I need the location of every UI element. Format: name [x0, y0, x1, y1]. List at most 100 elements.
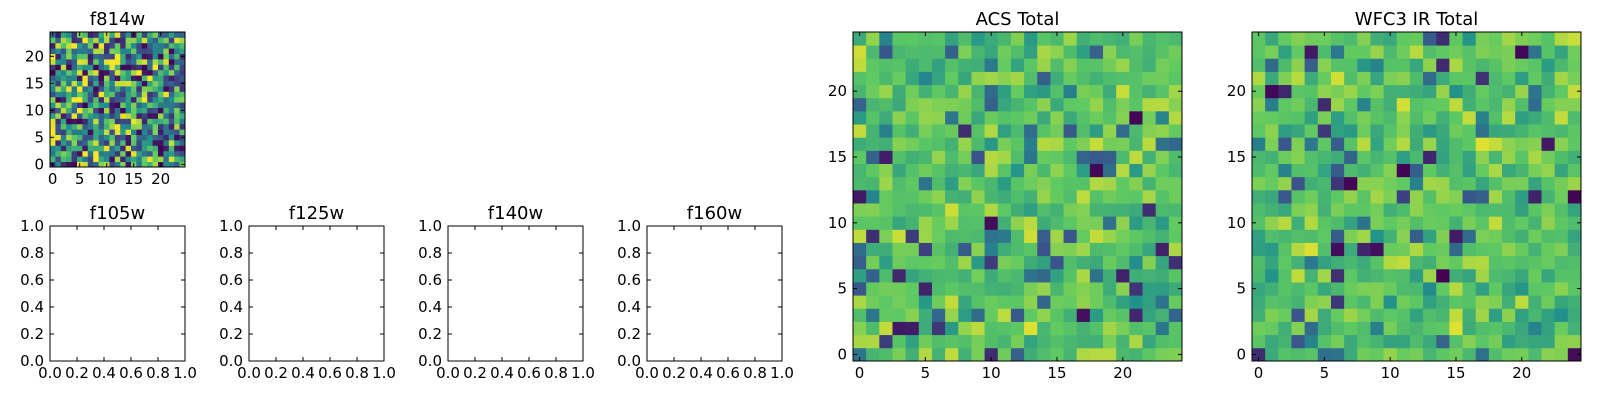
heatmap-cell — [1037, 97, 1051, 112]
heatmap-cell — [1541, 229, 1556, 243]
heatmap-cell — [55, 91, 62, 98]
heatmap-cell — [1265, 32, 1279, 46]
heatmap-cell — [136, 156, 143, 162]
heatmap-cell — [905, 321, 920, 336]
heatmap-cell — [1278, 150, 1292, 164]
heatmap-cell — [1475, 124, 1490, 138]
heatmap-cell — [945, 45, 959, 59]
heatmap-cell — [1155, 32, 1170, 46]
heatmap-cell — [971, 229, 985, 243]
heatmap-cell — [905, 45, 920, 59]
heatmap-cell — [163, 64, 170, 71]
heatmap-cell — [1050, 110, 1064, 125]
heatmap-cell — [50, 113, 56, 119]
heatmap-cell — [1050, 242, 1064, 257]
heatmap-cell — [1396, 110, 1411, 125]
heatmap-cell — [1462, 97, 1477, 112]
heatmap-cell — [879, 150, 893, 164]
heatmap-cell — [1462, 216, 1477, 230]
heatmap-cell — [66, 91, 72, 98]
heatmap-cell — [136, 118, 143, 125]
heatmap-cell — [141, 69, 148, 76]
heatmap-cell — [131, 134, 137, 141]
heatmap-cell — [1103, 308, 1117, 322]
heatmap-cell — [163, 80, 170, 87]
heatmap-cell — [1528, 295, 1542, 309]
heatmap-cell — [1129, 334, 1143, 349]
heatmap-cell — [1317, 110, 1332, 125]
heatmap-cell — [971, 137, 985, 151]
heatmap-cell — [1142, 255, 1157, 270]
heatmap-cell — [1357, 150, 1371, 164]
heatmap-cell — [77, 134, 83, 141]
heatmap-cell — [866, 71, 880, 86]
heatmap-cell — [1370, 110, 1384, 125]
heatmap-cell — [1076, 295, 1091, 309]
heatmap-cell — [174, 91, 180, 98]
heatmap-cell — [1370, 45, 1384, 59]
heatmap-cell — [1129, 97, 1143, 112]
heatmap-cell — [1155, 58, 1170, 72]
heatmap-cell — [1370, 321, 1384, 336]
heatmap-cell — [971, 347, 985, 362]
heatmap-cell — [1541, 110, 1556, 125]
heatmap-cell — [77, 37, 83, 44]
heatmap-cell — [1515, 58, 1529, 72]
heatmap-cell — [66, 161, 72, 168]
heatmap-cell — [163, 59, 170, 65]
heatmap-cell — [1142, 216, 1157, 230]
heatmap-cell — [152, 42, 159, 49]
heatmap-cell — [147, 86, 153, 92]
heatmap-cell — [905, 334, 920, 349]
heatmap-cell — [1357, 295, 1371, 309]
heatmap-cell — [931, 347, 946, 362]
heatmap-cell — [892, 216, 907, 230]
heatmap-cell — [1383, 176, 1398, 191]
heatmap-cell — [1436, 150, 1450, 164]
heatmap-cell — [1076, 282, 1091, 296]
heatmap-cell — [1089, 203, 1104, 217]
heatmap-cell — [1396, 163, 1411, 178]
heatmap-cell — [853, 150, 867, 164]
heatmap-cell — [55, 48, 62, 54]
heatmap-cell — [55, 150, 62, 157]
heatmap-cell — [1515, 229, 1529, 243]
heatmap-cell — [71, 140, 78, 146]
heatmap-cell — [1252, 189, 1266, 204]
heatmap-cell — [179, 59, 186, 65]
heatmap-cell — [1554, 347, 1569, 362]
heatmap-cell — [1168, 255, 1183, 270]
heatmap-cell — [71, 91, 78, 98]
heatmap-cell — [131, 37, 137, 44]
heatmap-cell — [1076, 308, 1091, 322]
heatmap-cell — [997, 163, 1012, 178]
heatmap-cell — [1103, 150, 1117, 164]
heatmap-cell — [1383, 321, 1398, 336]
heatmap-cell — [60, 118, 67, 125]
heatmap-cell — [1116, 347, 1130, 362]
heatmap-cell — [77, 59, 83, 65]
heatmap-cell — [866, 124, 880, 138]
heatmap-cell — [879, 203, 893, 217]
heatmap-cell — [82, 150, 89, 157]
heatmap-cell — [114, 161, 121, 168]
heatmap-cell — [1037, 242, 1051, 257]
heatmap-cell — [1252, 176, 1266, 191]
heatmap-cell — [93, 102, 99, 108]
heatmap-cell — [1357, 203, 1371, 217]
heatmap-cell — [1168, 137, 1183, 151]
heatmap-cell — [1383, 45, 1398, 59]
heatmap-cell — [1089, 347, 1104, 362]
heatmap-cell — [879, 84, 893, 99]
heatmap-cell — [1528, 229, 1542, 243]
heatmap-cell — [1502, 84, 1516, 99]
heatmap-cell — [174, 134, 180, 141]
heatmap-cell — [1436, 71, 1450, 86]
heatmap-cell — [136, 80, 143, 87]
heatmap-cell — [136, 42, 143, 49]
heatmap-cell — [853, 176, 867, 191]
heatmap-cell — [1528, 110, 1542, 125]
heatmap-cell — [71, 64, 78, 71]
heatmap-cell — [152, 113, 159, 119]
